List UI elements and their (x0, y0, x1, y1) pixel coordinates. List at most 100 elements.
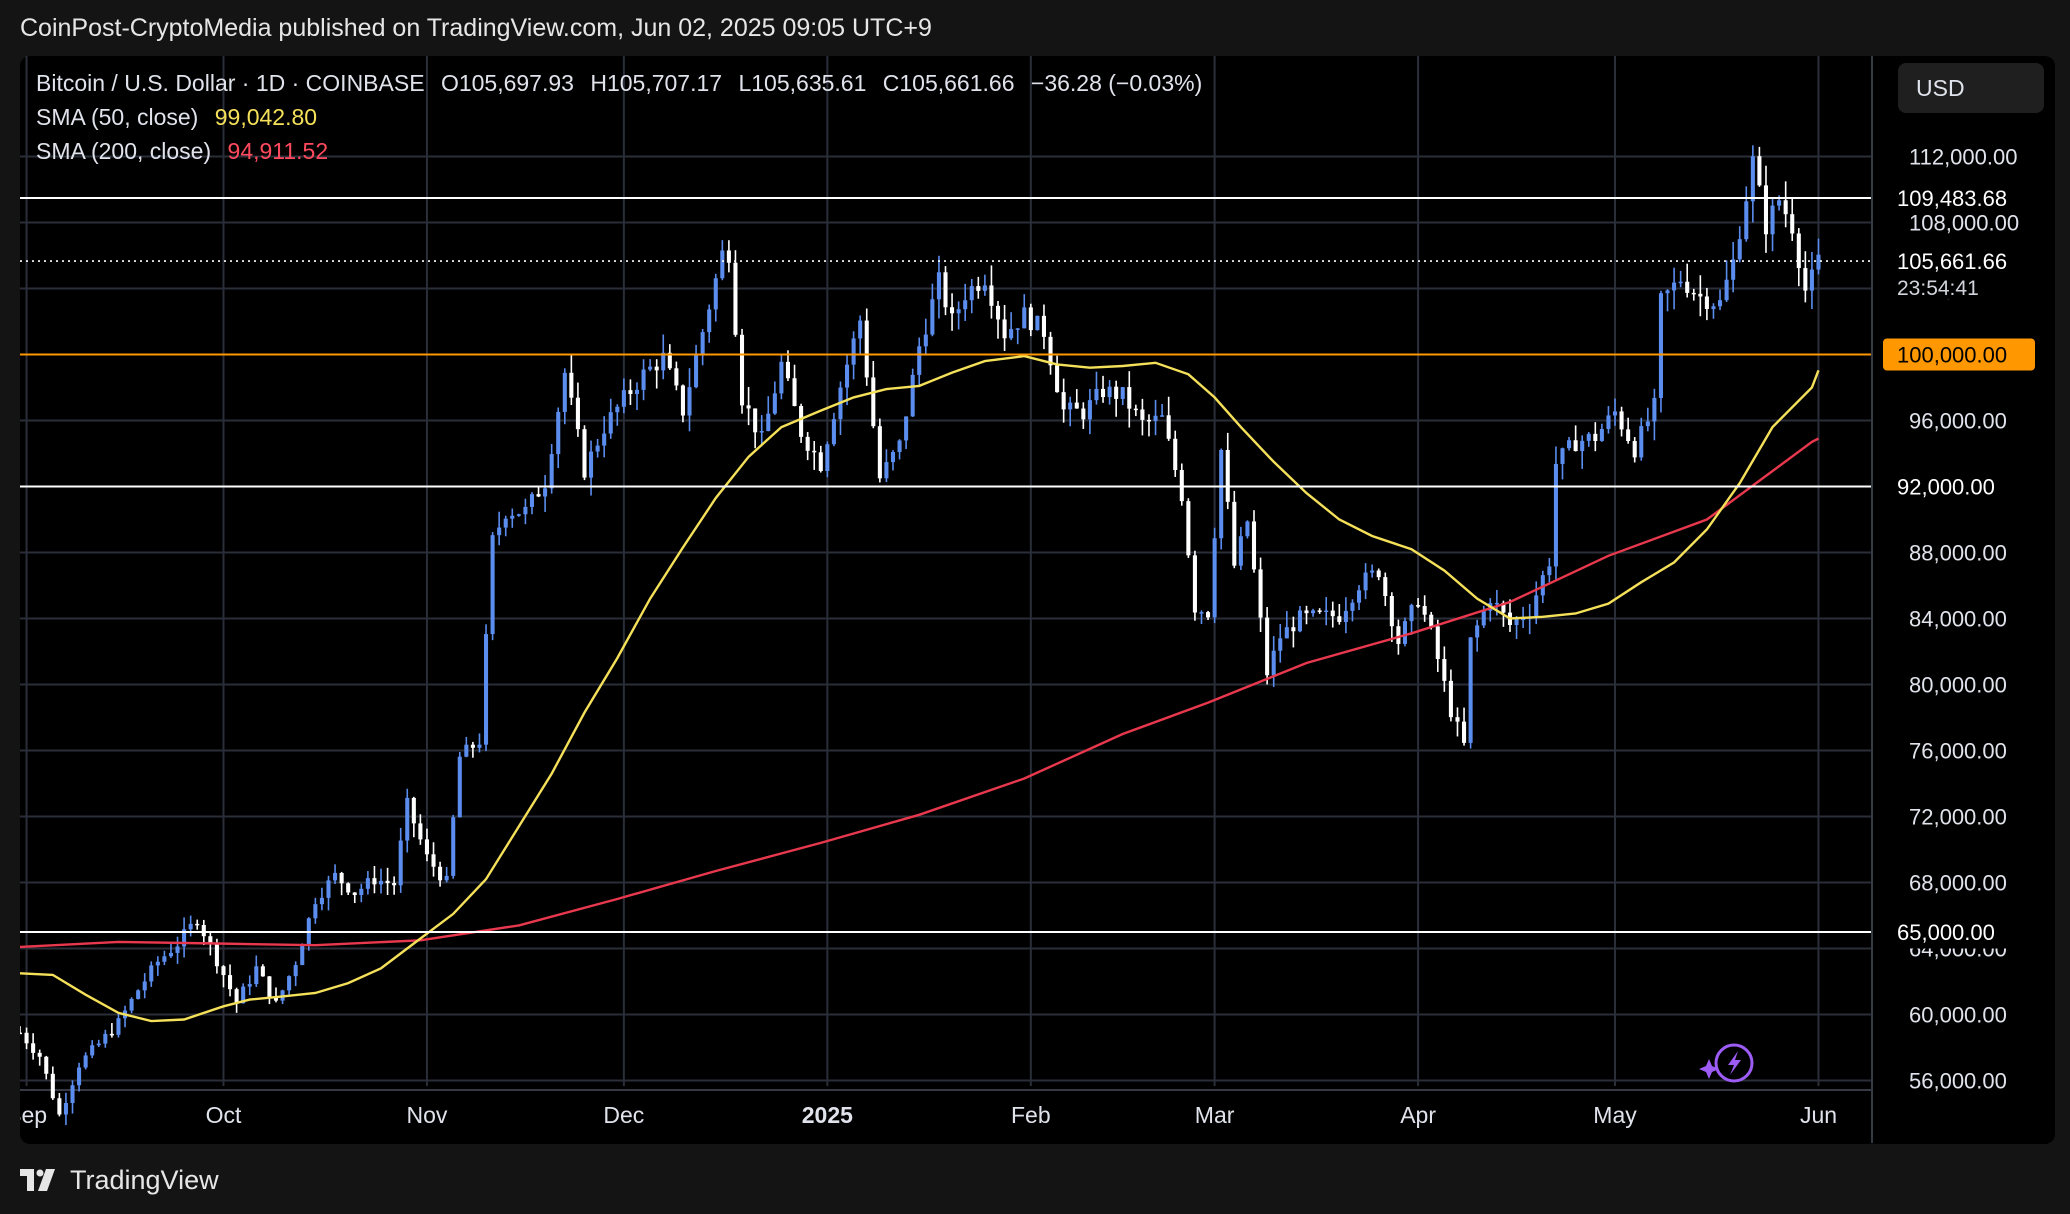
candle-up[interactable] (1402, 621, 1408, 644)
candle-up[interactable] (319, 897, 324, 905)
candle-up[interactable] (543, 488, 548, 497)
candle-up[interactable] (917, 346, 922, 375)
candle-up[interactable] (641, 369, 646, 390)
candle-down[interactable] (805, 436, 810, 451)
candle-down[interactable] (214, 943, 219, 967)
candle-down[interactable] (411, 797, 416, 824)
candle-down[interactable] (50, 1073, 55, 1099)
candle-down[interactable] (785, 361, 791, 379)
candle-up[interactable] (182, 929, 187, 947)
candle-up[interactable] (1606, 415, 1611, 429)
candle-down[interactable] (943, 272, 948, 308)
candle-up[interactable] (1770, 205, 1775, 235)
candle-down[interactable] (1127, 387, 1132, 409)
candle-down[interactable] (228, 975, 233, 990)
candle-up[interactable] (90, 1045, 95, 1056)
candle-up[interactable] (884, 462, 889, 479)
candle-up[interactable] (378, 880, 384, 885)
candle-down[interactable] (339, 872, 344, 884)
candle-up[interactable] (595, 445, 600, 452)
candle-up[interactable] (247, 984, 252, 987)
candle-down[interactable] (1593, 433, 1598, 441)
candle-down[interactable] (1422, 605, 1427, 615)
candle-up[interactable] (936, 272, 941, 300)
candle-down[interactable] (431, 854, 436, 867)
candle-down[interactable] (424, 839, 429, 855)
candle-up[interactable] (1350, 602, 1355, 611)
candle-up[interactable] (529, 494, 535, 507)
candle-up[interactable] (1271, 650, 1276, 676)
candle-up[interactable] (1521, 618, 1526, 621)
candle-up[interactable] (845, 364, 850, 388)
candle-up[interactable] (1540, 575, 1545, 596)
candle-up[interactable] (615, 406, 620, 413)
candle-up[interactable] (930, 299, 935, 335)
candle-up[interactable] (1343, 610, 1348, 622)
candle-up[interactable] (648, 366, 653, 370)
candle-up[interactable] (490, 535, 495, 635)
candle-up[interactable] (1658, 293, 1663, 398)
candle-down[interactable] (201, 925, 206, 937)
candle-up[interactable] (910, 374, 915, 417)
candle-down[interactable] (1232, 501, 1237, 566)
candle-up[interactable] (549, 454, 554, 489)
candle-up[interactable] (1409, 605, 1414, 622)
candle-down[interactable] (1429, 614, 1434, 627)
candle-down[interactable] (267, 976, 272, 998)
candle-down[interactable] (582, 429, 587, 478)
candle-down[interactable] (799, 406, 804, 437)
candle-up[interactable] (1639, 426, 1644, 458)
candle-up[interactable] (1278, 638, 1283, 651)
candle-down[interactable] (418, 823, 423, 840)
candle-down[interactable] (1337, 616, 1342, 622)
candle-down[interactable] (1796, 233, 1801, 269)
candle-down[interactable] (995, 305, 1001, 320)
candle-down[interactable] (1462, 721, 1467, 743)
candle-down[interactable] (1435, 626, 1440, 660)
candle-down[interactable] (1265, 617, 1270, 676)
candle-down[interactable] (871, 377, 876, 427)
candle-down[interactable] (1619, 411, 1624, 430)
candle-down[interactable] (1763, 185, 1769, 235)
candle-up[interactable] (1672, 282, 1677, 291)
candle-up[interactable] (1068, 402, 1073, 410)
candle-down[interactable] (372, 878, 377, 885)
candle-up[interactable] (621, 390, 626, 407)
candle-down[interactable] (234, 989, 239, 1004)
candle-down[interactable] (37, 1052, 42, 1057)
candle-down[interactable] (195, 923, 200, 926)
candle-down[interactable] (1074, 402, 1079, 409)
candle-down[interactable] (44, 1056, 49, 1074)
lightning-icon[interactable] (1699, 1043, 1754, 1083)
candle-down[interactable] (792, 378, 797, 407)
candle-up[interactable] (556, 411, 561, 455)
candle-up[interactable] (451, 817, 456, 876)
candle-up[interactable] (457, 756, 462, 818)
candle-up[interactable] (1107, 386, 1112, 398)
candle-down[interactable] (221, 966, 226, 976)
candle-up[interactable] (477, 744, 482, 748)
candle-down[interactable] (1166, 415, 1171, 439)
candle-up[interactable] (1612, 411, 1618, 416)
candle-down[interactable] (1757, 156, 1762, 186)
candle-up[interactable] (1678, 281, 1683, 284)
candle-down[interactable] (1783, 200, 1788, 215)
candle-down[interactable] (628, 390, 633, 394)
candle-up[interactable] (1311, 610, 1316, 614)
candle-down[interactable] (1389, 596, 1394, 627)
candle-up[interactable] (1553, 463, 1558, 567)
candle-up[interactable] (1284, 627, 1289, 639)
candle-up[interactable] (1652, 397, 1657, 422)
candle-up[interactable] (1777, 200, 1782, 206)
candle-up[interactable] (149, 965, 154, 982)
candle-up[interactable] (720, 250, 725, 279)
candle-up[interactable] (1160, 415, 1165, 417)
candle-up[interactable] (969, 286, 974, 301)
candle-up[interactable] (779, 361, 784, 394)
candle-up[interactable] (1120, 387, 1125, 399)
candle-down[interactable] (1330, 610, 1335, 617)
candle-down[interactable] (1061, 392, 1066, 410)
candle-down[interactable] (438, 866, 443, 881)
candle-up[interactable] (1022, 307, 1027, 329)
candle-down[interactable] (1383, 577, 1388, 597)
